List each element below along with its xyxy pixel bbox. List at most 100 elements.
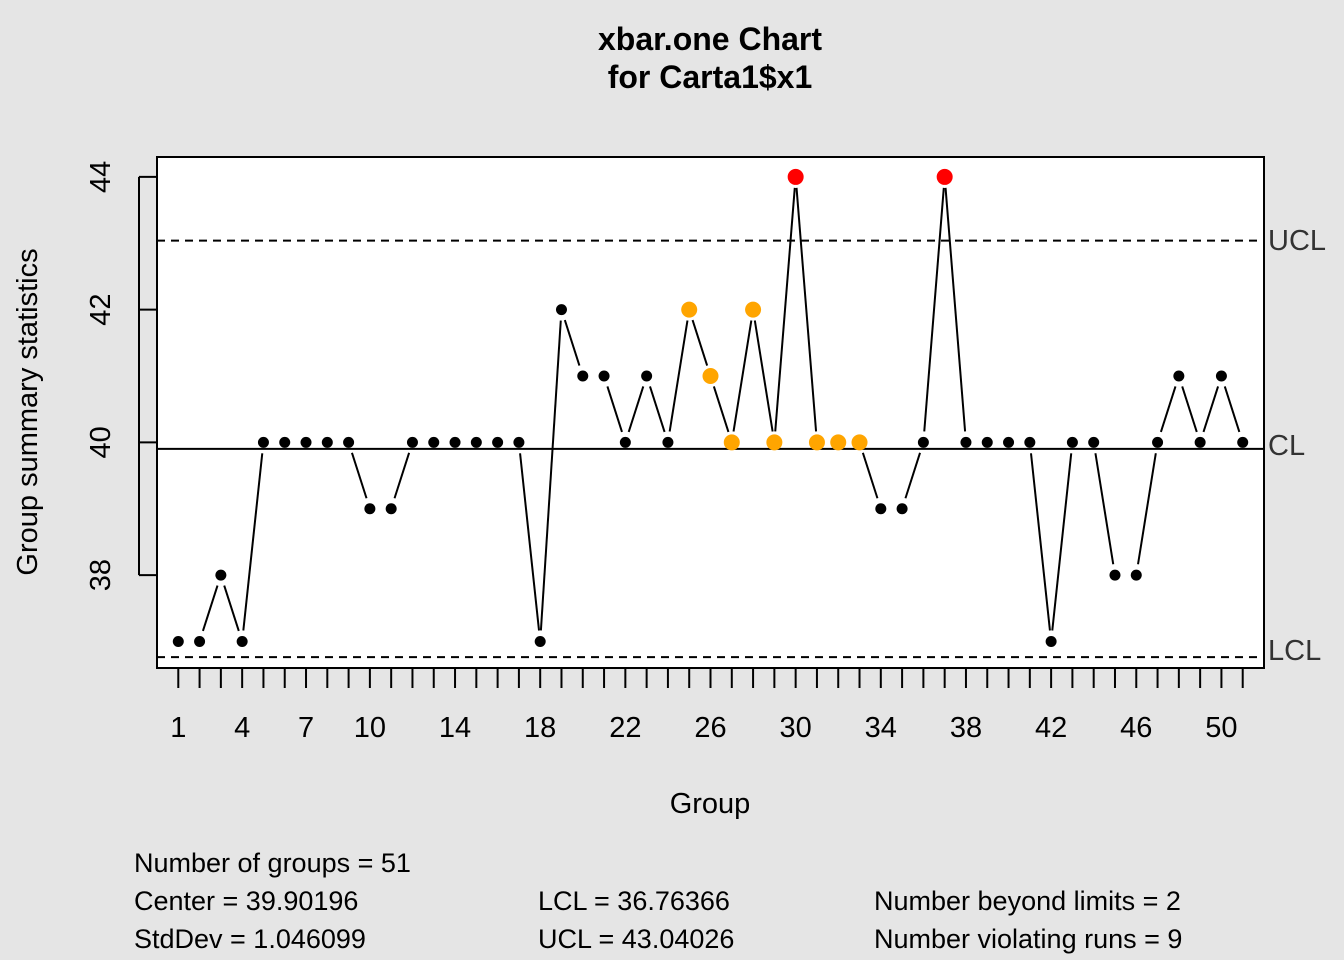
series-segment (627, 386, 645, 433)
data-point (194, 635, 206, 647)
data-point (723, 434, 740, 451)
data-point (936, 168, 953, 185)
data-point (662, 436, 674, 448)
data-point (766, 434, 783, 451)
series-segment (1181, 386, 1198, 433)
data-point (1215, 370, 1227, 382)
series-segment (539, 320, 562, 631)
series-segment (223, 585, 240, 632)
data-point (1237, 436, 1249, 448)
data-point (1003, 436, 1015, 448)
data-point (364, 503, 376, 515)
x-tick-label: 46 (1120, 712, 1152, 744)
data-point (960, 436, 972, 448)
x-tick-label: 34 (865, 712, 897, 744)
series-segment (351, 452, 368, 499)
x-tick-label: 50 (1205, 712, 1237, 744)
series-segment (861, 452, 879, 499)
data-point (449, 436, 461, 448)
data-point (702, 368, 719, 384)
data-point (279, 436, 291, 448)
series-segment (1137, 453, 1157, 565)
stat-stddev: StdDev = 1.046099 (134, 924, 366, 954)
data-point (513, 436, 525, 448)
data-point (321, 436, 333, 448)
series-segment (563, 319, 581, 366)
data-point (787, 168, 804, 185)
stat-center: Center = 39.90196 (134, 886, 358, 916)
series-segment (606, 386, 623, 433)
data-point (492, 436, 504, 448)
series-segment (201, 585, 219, 632)
x-axis-label: Group (670, 788, 751, 820)
x-tick-label: 14 (439, 712, 471, 744)
data-point (1045, 635, 1057, 647)
series-segment (944, 187, 967, 432)
data-point (681, 301, 698, 318)
series-segment (649, 386, 666, 433)
x-tick-label: 1 (170, 712, 186, 744)
series-segment (242, 453, 264, 631)
data-point (1173, 370, 1185, 382)
data-point (236, 635, 248, 647)
x-tick-label: 38 (950, 712, 982, 744)
series-segment (904, 452, 921, 499)
data-point (981, 436, 993, 448)
data-point (875, 503, 887, 515)
series-segment (795, 187, 818, 432)
cl-label: CL (1268, 430, 1305, 462)
series-segment (1159, 386, 1177, 433)
data-point (641, 370, 653, 382)
data-point (257, 436, 269, 448)
series-segment (1202, 386, 1220, 433)
series-segment (691, 319, 709, 366)
chart-title: xbar.one Chart (598, 21, 822, 57)
stat-number-of-groups: Number of groups = 51 (134, 848, 411, 878)
data-point (172, 635, 184, 647)
data-point (1130, 569, 1142, 581)
series-segment (1030, 453, 1051, 631)
y-axis-label: Group summary statistics (12, 248, 44, 575)
data-point (300, 436, 312, 448)
data-points (172, 168, 1249, 647)
x-axis: 1 4 7 10 14 18 22 26 30 34 38 42 46 50 (170, 668, 1244, 744)
y-tick-label: 44 (85, 161, 117, 193)
y-axis: 38 40 42 44 (85, 161, 157, 591)
data-point (215, 569, 227, 581)
data-point (1109, 569, 1121, 581)
x-tick-label: 42 (1035, 712, 1067, 744)
series-segment (774, 187, 796, 432)
chart-subtitle: for Carta1$x1 (608, 59, 813, 95)
series-segment (1223, 386, 1241, 433)
x-tick-label: 10 (354, 712, 386, 744)
data-point (619, 436, 631, 448)
data-point (343, 436, 355, 448)
data-point (808, 434, 825, 451)
data-point (385, 503, 397, 515)
stat-beyond-limits: Number beyond limits = 2 (874, 886, 1181, 916)
series-line (201, 187, 1241, 632)
series-segment (923, 187, 945, 432)
plot-area (157, 157, 1264, 668)
data-point (428, 436, 440, 448)
data-point (555, 304, 567, 316)
x-tick-label: 18 (524, 712, 556, 744)
data-point (1024, 436, 1036, 448)
ucl-label: UCL (1268, 225, 1326, 257)
x-tick-label: 7 (298, 712, 314, 744)
stat-ucl: UCL = 43.04026 (538, 924, 734, 954)
data-point (917, 436, 929, 448)
data-point (1066, 436, 1078, 448)
x-tick-label: 30 (780, 712, 812, 744)
data-point (745, 301, 762, 318)
data-point (470, 436, 482, 448)
y-tick-label: 38 (85, 559, 117, 591)
series-segment (753, 320, 774, 432)
limit-lines (157, 239, 1264, 659)
data-point (851, 434, 868, 451)
series-segment (1094, 453, 1115, 565)
data-point (598, 370, 610, 382)
data-point (1194, 436, 1206, 448)
data-point (534, 635, 546, 647)
